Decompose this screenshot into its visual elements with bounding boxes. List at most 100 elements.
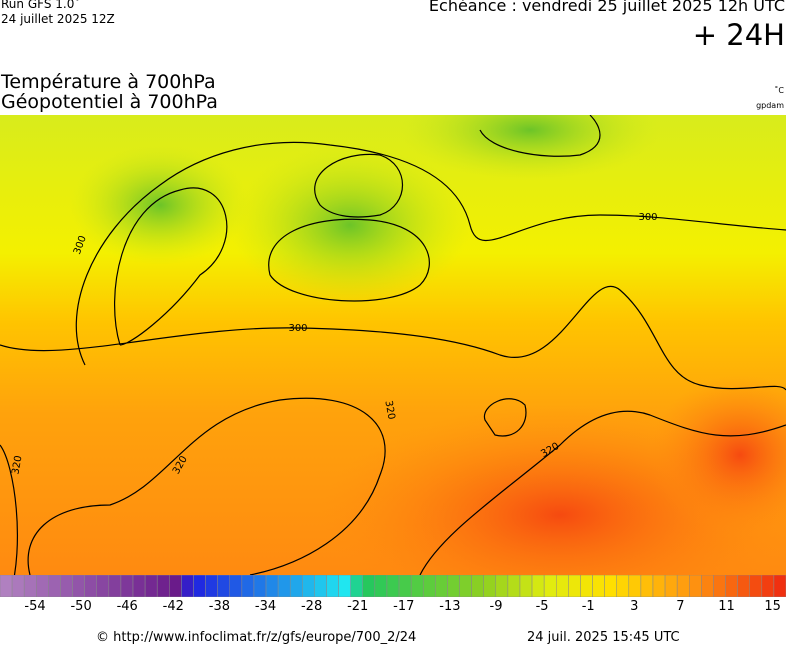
colorbar-label: -46 — [116, 599, 138, 614]
colorbar-swatch — [604, 575, 617, 597]
contours — [0, 115, 786, 575]
colorbar-swatch — [120, 575, 134, 597]
colorbar-swatch — [253, 575, 267, 597]
colorbar-label: -28 — [300, 599, 323, 614]
colorbar-swatch — [0, 575, 13, 597]
colorbar-swatch — [749, 575, 763, 597]
colorbar-label: -50 — [70, 599, 92, 614]
colorbar-swatch — [652, 575, 666, 597]
contour-290 — [114, 187, 228, 346]
contour-320 — [0, 444, 18, 575]
run-label: Run GFS 1.0˚ — [1, 0, 81, 11]
colorbar-swatch — [543, 575, 557, 597]
hot-area — [650, 375, 786, 535]
colorbar-swatch — [519, 575, 533, 597]
colorbar-swatch — [374, 575, 388, 597]
colorbar-swatch — [84, 575, 97, 597]
cold-area — [230, 145, 470, 305]
colorbar-swatch — [144, 575, 158, 597]
colorbar-swatch — [531, 575, 545, 597]
echeance: Echéance : vendredi 25 juillet 2025 12h … — [428, 0, 785, 15]
colorbar-label: -54 — [24, 599, 46, 614]
contour-label: 300 — [638, 212, 657, 223]
colorbar-swatch — [761, 575, 775, 597]
contour-300 — [75, 141, 786, 366]
colorbar-swatch — [676, 575, 690, 597]
contour-320 — [27, 397, 386, 575]
cold-area — [400, 115, 660, 180]
colorbar-swatch — [314, 575, 327, 597]
colorbar-swatch — [11, 575, 25, 597]
colorbar-label: -21 — [347, 599, 369, 614]
credit: © http://www.infoclimat.fr/z/gfs/europe/… — [96, 630, 417, 645]
colorbar-swatch — [640, 575, 654, 597]
colorbar-label: -9 — [489, 599, 503, 614]
colorbar-labels: -54 -50 -46 -42 -38 -34 -28 -21 -17 -13 -9 -5 -1 3 7 11… — [0, 599, 786, 619]
colorbar-label: 7 — [676, 599, 685, 614]
colorbar-label: -5 — [535, 599, 549, 614]
colorbar-swatch — [350, 575, 364, 597]
colorbar-label: -17 — [393, 599, 415, 614]
colorbar-swatch — [338, 575, 351, 597]
colorbar-swatch — [193, 575, 206, 597]
colorbar-label: 15 — [764, 599, 781, 614]
colorbar-swatch — [568, 575, 581, 597]
colorbar-swatch — [592, 575, 605, 597]
colorbar-swatch — [483, 575, 497, 597]
colorbar-label: -42 — [162, 599, 184, 614]
colorbar-swatch — [773, 575, 786, 597]
colorbar-swatch — [217, 575, 231, 597]
colorbar-swatch — [713, 575, 726, 597]
colorbar-swatch — [555, 575, 569, 597]
contour-300 — [0, 285, 786, 391]
contour-290 — [314, 153, 403, 218]
colorbar-swatch — [737, 575, 750, 597]
title-temperature: Température à 700hPa — [1, 71, 216, 93]
contour-310 — [483, 398, 527, 437]
title-geopotential: Géopotentiel à 700hPa — [1, 91, 218, 113]
colorbar-label: -38 — [208, 599, 231, 614]
colorbar-swatch — [628, 575, 642, 597]
contour-label: 320 — [10, 455, 24, 476]
unit-temp: ˚C — [774, 86, 784, 95]
contour-label: 300 — [288, 323, 307, 334]
colorbar-swatch — [23, 575, 37, 597]
colorbar-swatch — [72, 575, 85, 597]
colorbar-swatch — [725, 575, 738, 597]
colorbar-swatch — [580, 575, 593, 597]
colorbar-swatch — [96, 575, 110, 597]
colorbar-swatch — [36, 575, 49, 597]
colorbar-swatch — [435, 575, 448, 597]
colorbar-swatch — [108, 575, 122, 597]
colorbar-swatch — [302, 575, 315, 597]
colorbar-label: -1 — [581, 599, 595, 614]
colorbar-swatch — [689, 575, 702, 597]
colorbar-swatch — [495, 575, 509, 597]
colorbar-swatch — [181, 575, 194, 597]
colorbar-swatch — [664, 575, 678, 597]
colorbar-swatch — [156, 575, 170, 597]
run-date: 24 juillet 2025 12Z — [1, 12, 115, 26]
colorbar-swatch — [60, 575, 73, 597]
colorbar-swatch — [386, 575, 400, 597]
colorbar — [0, 575, 786, 597]
colorbar-label: -13 — [439, 599, 461, 614]
colorbar-swatch — [701, 575, 714, 597]
timestamp: 24 juil. 2025 15:45 UTC — [527, 630, 680, 645]
contour-label: 320 — [382, 400, 396, 421]
colorbar-swatch — [205, 575, 218, 597]
colorbar-swatch — [265, 575, 279, 597]
lead-time: + 24H — [692, 18, 785, 52]
colorbar-swatch — [241, 575, 255, 597]
colorbar-swatch — [326, 575, 339, 597]
colorbar-swatch — [447, 575, 460, 597]
colorbar-swatch — [169, 575, 182, 597]
colorbar-swatch — [398, 575, 412, 597]
colorbar-swatch — [48, 575, 61, 597]
colorbar-label: -34 — [254, 599, 277, 614]
colorbar-swatch — [471, 575, 484, 597]
contour-290 — [268, 218, 430, 302]
unit-geo: gpdam — [756, 101, 784, 110]
